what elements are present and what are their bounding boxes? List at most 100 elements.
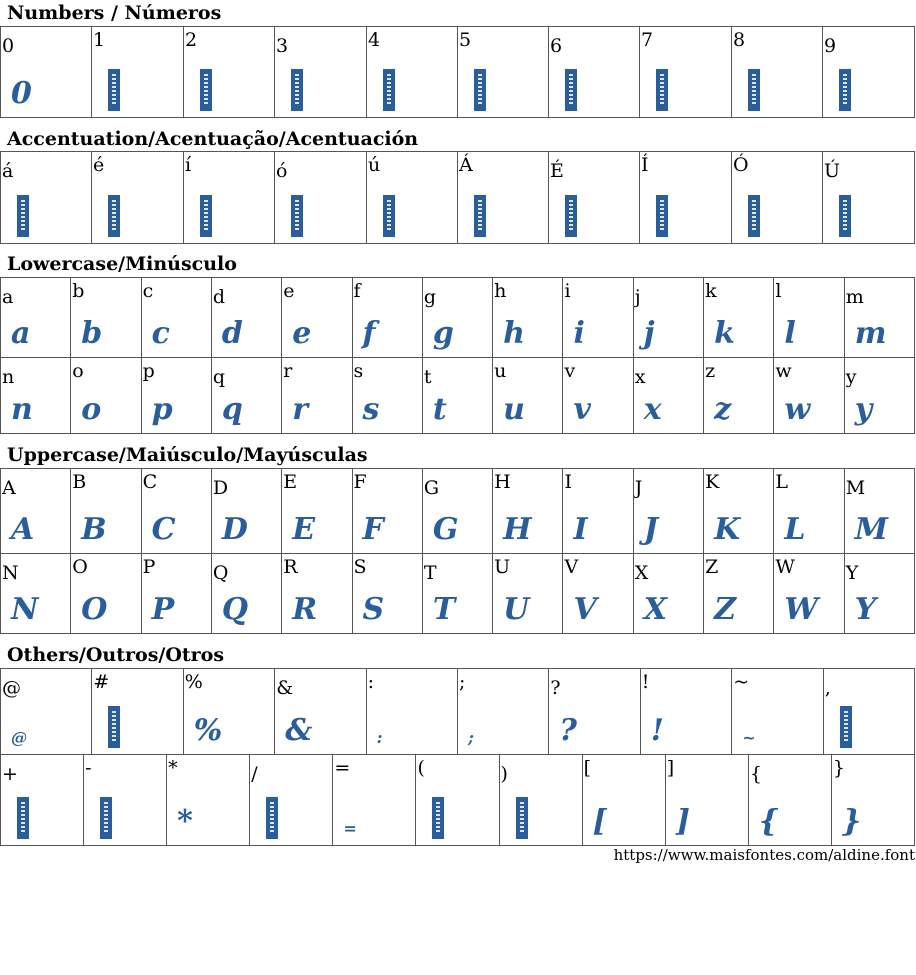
glyph-sample: u bbox=[503, 392, 525, 427]
missing-glyph-icon bbox=[383, 195, 395, 237]
char-label: ? bbox=[550, 677, 561, 699]
char-label: M bbox=[845, 477, 866, 499]
char-label: @ bbox=[2, 677, 21, 699]
char-label: z bbox=[705, 360, 716, 382]
glyph-sample: W bbox=[784, 592, 819, 627]
char-label: b bbox=[72, 280, 85, 302]
char-cell: * * bbox=[167, 755, 251, 846]
missing-glyph-icon bbox=[565, 69, 577, 111]
glyph-sample: F bbox=[362, 512, 384, 547]
glyph-sample: = bbox=[343, 819, 357, 838]
glyph-sample: ? bbox=[559, 713, 577, 748]
glyph-sample: : bbox=[376, 728, 383, 747]
glyph-sample: V bbox=[573, 592, 597, 627]
glyph-sample: D bbox=[221, 512, 248, 547]
char-cell: É bbox=[549, 152, 640, 244]
char-label: ú bbox=[368, 154, 381, 176]
char-label: + bbox=[2, 763, 18, 785]
glyph-sample: * bbox=[177, 804, 193, 839]
char-label: Q bbox=[212, 562, 229, 584]
char-label: Z bbox=[705, 556, 719, 578]
missing-glyph-icon bbox=[108, 69, 120, 111]
glyph-sample: B bbox=[81, 512, 107, 547]
char-label: p bbox=[142, 360, 155, 382]
char-label: w bbox=[775, 360, 792, 382]
char-label: W bbox=[775, 556, 795, 578]
char-cell: ó bbox=[275, 152, 367, 244]
char-label: 0 bbox=[2, 35, 15, 57]
glyph-sample: [ bbox=[592, 804, 607, 839]
glyph-sample: P bbox=[151, 592, 175, 627]
missing-glyph-icon bbox=[17, 797, 29, 839]
char-label: C bbox=[142, 471, 158, 493]
char-label: j bbox=[634, 286, 641, 308]
char-label: X bbox=[634, 562, 649, 584]
char-label: 3 bbox=[276, 35, 289, 57]
char-cell: @ @ bbox=[1, 669, 93, 755]
glyph-sample: g bbox=[432, 316, 454, 351]
missing-glyph-icon bbox=[108, 195, 120, 237]
missing-glyph-icon bbox=[432, 797, 445, 839]
char-label: ; bbox=[459, 671, 466, 693]
char-label: ! bbox=[641, 671, 650, 693]
missing-glyph-icon bbox=[474, 195, 486, 237]
char-cell: %% bbox=[183, 669, 276, 755]
char-label: á bbox=[2, 160, 14, 182]
glyph-sample: @ bbox=[11, 728, 27, 747]
char-cell: á bbox=[1, 152, 92, 244]
section-title-accents: Accentuation/Acentuação/Acentuación bbox=[7, 128, 419, 150]
char-label: # bbox=[93, 671, 110, 693]
char-cell: # bbox=[92, 669, 184, 755]
glyph-sample: s bbox=[362, 392, 380, 427]
char-label: f bbox=[353, 280, 361, 302]
missing-glyph-icon bbox=[474, 69, 486, 111]
char-label: y bbox=[845, 366, 857, 388]
char-label: 4 bbox=[368, 29, 381, 51]
section-title-others: Others/Outros/Otros bbox=[7, 644, 225, 666]
glyph-sample: l bbox=[784, 316, 796, 351]
char-cell: + bbox=[1, 755, 85, 846]
char-cell: Á bbox=[458, 152, 549, 244]
char-label: ] bbox=[666, 757, 675, 779]
char-label: u bbox=[494, 360, 507, 382]
glyph-sample: x bbox=[643, 392, 662, 427]
char-label: 9 bbox=[824, 35, 837, 57]
others-grid-row-1: @ @ #%% & &::;;??!! ~ ~ ‚ bbox=[0, 668, 915, 755]
char-cell: Ó bbox=[732, 152, 823, 244]
glyph-sample: Z bbox=[714, 592, 736, 627]
char-label: F bbox=[353, 471, 367, 493]
char-label: Ú bbox=[824, 160, 841, 182]
char-cell: ‚ bbox=[823, 669, 915, 755]
glyph-sample: S bbox=[362, 592, 385, 627]
char-label: { bbox=[749, 763, 762, 785]
char-cell: 7 bbox=[640, 27, 732, 118]
char-label: Á bbox=[459, 154, 473, 176]
missing-glyph-icon bbox=[200, 69, 212, 111]
missing-glyph-icon bbox=[266, 797, 279, 839]
char-cell: 2 bbox=[184, 27, 275, 118]
char-label: : bbox=[367, 671, 374, 693]
char-label: É bbox=[550, 160, 564, 182]
char-label: ( bbox=[417, 757, 425, 779]
section-title-numbers: Numbers / Números bbox=[7, 2, 222, 24]
missing-glyph-icon bbox=[17, 195, 29, 237]
char-cell: Í bbox=[640, 152, 732, 244]
glyph-sample: b bbox=[81, 316, 103, 351]
char-label: t bbox=[423, 366, 432, 388]
missing-glyph-icon bbox=[291, 195, 303, 237]
